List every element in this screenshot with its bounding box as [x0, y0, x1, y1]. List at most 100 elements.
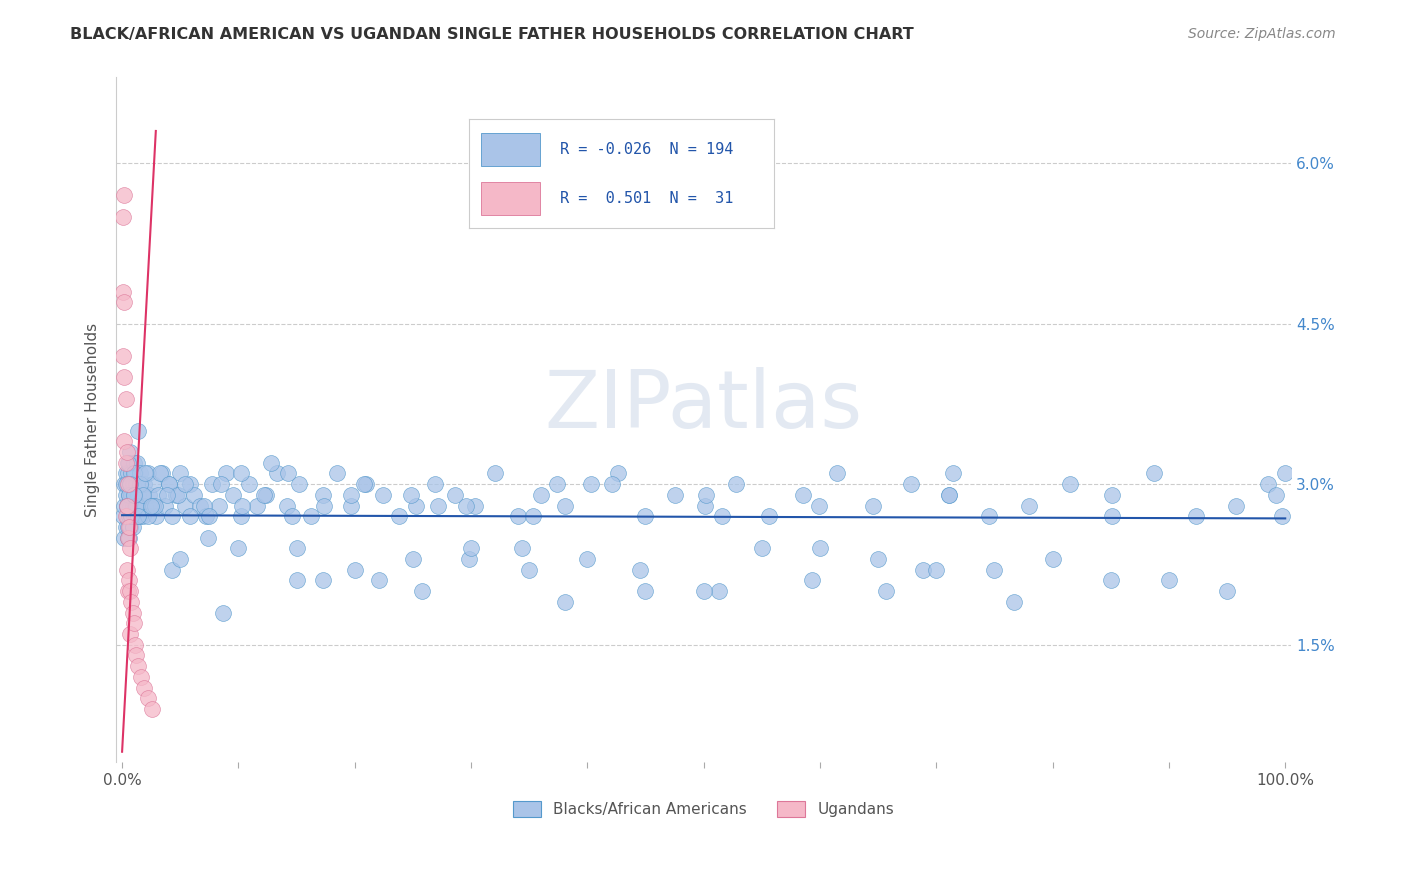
Point: [136, 509, 159, 524]
Point: [314, 499, 336, 513]
Point: [1101, 509, 1123, 524]
Point: [554, 595, 576, 609]
Point: [115, 445, 138, 459]
Point: [118, 531, 141, 545]
Point: [127, 509, 149, 524]
Point: [169, 467, 191, 481]
Point: [121, 499, 143, 513]
Point: [692, 584, 714, 599]
Point: [938, 488, 960, 502]
Point: [231, 499, 253, 513]
Point: [112, 477, 135, 491]
Point: [120, 445, 142, 459]
Point: [115, 477, 138, 491]
Point: [253, 488, 276, 502]
Point: [399, 488, 422, 502]
Point: [125, 648, 148, 663]
Point: [285, 541, 308, 556]
Point: [115, 499, 138, 513]
Point: [120, 509, 142, 524]
Point: [554, 499, 576, 513]
Point: [121, 477, 143, 491]
Point: [276, 499, 298, 513]
Point: [120, 477, 142, 491]
Point: [114, 509, 136, 524]
Point: [117, 456, 139, 470]
Point: [463, 499, 485, 513]
Point: [277, 467, 299, 481]
Point: [112, 509, 135, 524]
Point: [132, 488, 155, 502]
Point: [693, 499, 716, 513]
Point: [193, 499, 215, 513]
Point: [229, 467, 252, 481]
Point: [209, 477, 232, 491]
Point: [114, 488, 136, 502]
Point: [174, 499, 197, 513]
Point: [115, 509, 138, 524]
Point: [664, 488, 686, 502]
Point: [326, 467, 349, 481]
Point: [117, 467, 139, 481]
Point: [340, 488, 363, 502]
Point: [530, 488, 553, 502]
Point: [112, 285, 135, 299]
Point: [188, 499, 211, 513]
Point: [142, 477, 165, 491]
Point: [129, 499, 152, 513]
Point: [136, 467, 159, 481]
Text: BLACK/AFRICAN AMERICAN VS UGANDAN SINGLE FATHER HOUSEHOLDS CORRELATION CHART: BLACK/AFRICAN AMERICAN VS UGANDAN SINGLE…: [70, 27, 914, 42]
Point: [456, 499, 478, 513]
Point: [201, 477, 224, 491]
Point: [122, 616, 145, 631]
Point: [120, 477, 142, 491]
Point: [517, 563, 540, 577]
Point: [285, 574, 308, 588]
Point: [125, 477, 148, 491]
Point: [122, 509, 145, 524]
Point: [506, 509, 529, 524]
Point: [118, 509, 141, 524]
Point: [122, 467, 145, 481]
Point: [457, 552, 479, 566]
Point: [868, 552, 890, 566]
Point: [128, 477, 150, 491]
Point: [266, 467, 288, 481]
Point: [112, 188, 135, 202]
Point: [983, 563, 1005, 577]
Point: [405, 499, 427, 513]
Point: [576, 552, 599, 566]
Point: [299, 509, 322, 524]
Point: [120, 509, 142, 524]
Text: ZIPatlas: ZIPatlas: [544, 368, 863, 445]
Point: [157, 477, 180, 491]
Point: [695, 488, 717, 502]
Point: [427, 499, 450, 513]
Point: [156, 488, 179, 502]
Point: [122, 488, 145, 502]
Point: [118, 520, 141, 534]
Point: [165, 488, 187, 502]
Point: [114, 467, 136, 481]
Point: [246, 499, 269, 513]
Point: [343, 563, 366, 577]
Point: [862, 499, 884, 513]
Point: [112, 531, 135, 545]
Point: [120, 467, 142, 481]
Point: [169, 552, 191, 566]
Point: [117, 584, 139, 599]
Point: [221, 488, 243, 502]
Point: [120, 595, 142, 609]
Point: [546, 477, 568, 491]
Point: [484, 467, 506, 481]
Point: [112, 349, 135, 363]
Y-axis label: Single Father Households: Single Father Households: [86, 323, 100, 517]
Point: [160, 563, 183, 577]
Point: [443, 488, 465, 502]
Point: [1157, 574, 1180, 588]
Point: [118, 488, 141, 502]
Point: [371, 488, 394, 502]
Point: [207, 499, 229, 513]
Point: [368, 574, 391, 588]
Point: [628, 563, 651, 577]
